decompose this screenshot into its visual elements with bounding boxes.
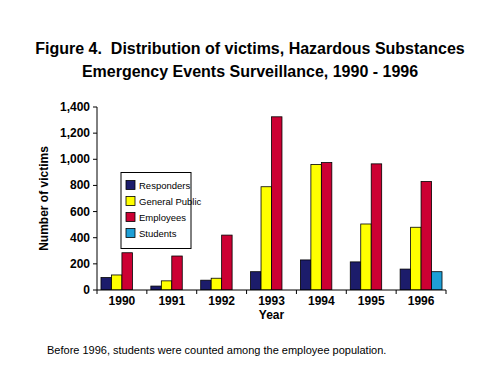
y-tick [93,159,97,160]
x-tick [296,290,297,294]
bars [101,117,442,290]
y-tick-label: 800 [70,178,90,192]
y-tick-label: 400 [70,231,90,245]
legend: Responders General Public Employees Student… [121,173,202,249]
y-tick-label: 600 [70,205,90,219]
chart: Figure 4. Distribution of victims, Hazar… [0,0,500,387]
bar [300,260,310,290]
bar [222,235,232,290]
x-axis [97,290,446,291]
legend-swatch [126,213,135,222]
y-tick-label: 1,400 [60,100,90,114]
y-tick [93,290,97,291]
bar [211,278,221,290]
legend-label: General Public [139,196,202,207]
x-tick [396,290,397,294]
bar [172,256,182,290]
bar [151,286,161,290]
x-tick-label: 1996 [408,294,435,308]
x-tick [146,290,147,294]
x-tick-label: 1993 [258,294,285,308]
bar [101,278,111,290]
bar [161,281,171,290]
y-tick-label: 0 [83,283,90,297]
y-tick-label: 1,000 [60,152,90,166]
x-tick-label: 1991 [158,294,185,308]
x-tick-label: 1995 [358,294,385,308]
x-tick-label: 1994 [308,294,335,308]
footnote: Before 1996, students were counted among… [47,344,386,356]
y-tick-label: 200 [70,257,90,271]
legend-label: Students [139,228,177,239]
x-tick [346,290,347,294]
y-tick [93,107,97,108]
bar [432,272,442,290]
x-tick-label: 1992 [208,294,235,308]
bar [311,165,321,290]
bar [371,164,381,290]
y-axis [97,107,98,290]
legend-swatch [126,197,135,206]
x-tick-label: 1990 [109,294,136,308]
bar [361,224,371,290]
bar [421,182,431,290]
y-tick [93,133,97,134]
bar [122,253,132,290]
bar [321,163,331,290]
title-line: Emergency Events Surveillance, 1990 - 19… [82,63,418,80]
bar [272,117,282,290]
y-tick [93,185,97,186]
legend-label: Responders [139,180,190,191]
bar [201,280,211,290]
y-tick [93,263,97,264]
bar [411,227,421,290]
bar [111,275,121,290]
y-tick [93,237,97,238]
title: Figure 4. Distribution of victims, Hazar… [35,40,465,80]
x-tick [246,290,247,294]
title-line: Figure 4. Distribution of victims, Hazar… [35,40,465,57]
legend-box [121,173,191,249]
y-tick [93,211,97,212]
x-tick [196,290,197,294]
x-axis-label: Year [259,308,285,322]
x-tick [97,290,98,294]
legend-label: Employees [139,212,186,223]
y-axis-label: Number of victims [37,146,51,251]
x-tick [446,290,447,294]
y-tick-label: 1,200 [60,126,90,140]
bar [350,262,360,290]
legend-swatch [126,181,135,190]
bar [251,272,261,290]
legend-swatch [126,229,135,238]
bar [400,269,410,290]
bar [261,187,271,290]
